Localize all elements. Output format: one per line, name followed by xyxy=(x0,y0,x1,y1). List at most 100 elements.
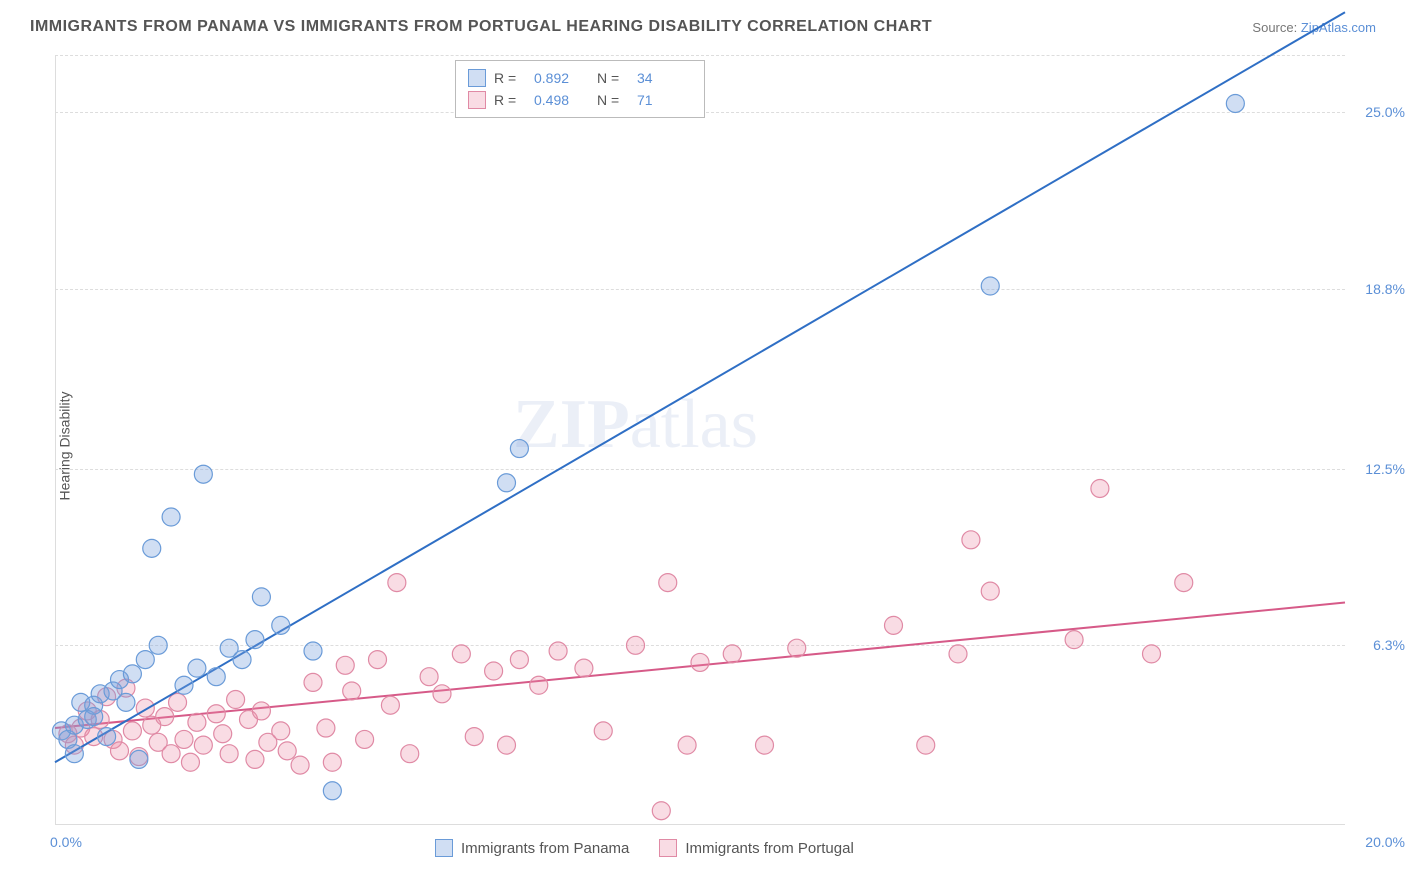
data-point-portugal xyxy=(162,745,180,763)
source-link[interactable]: ZipAtlas.com xyxy=(1301,20,1376,35)
data-point-portugal xyxy=(691,653,709,671)
r-value: 0.892 xyxy=(534,67,589,89)
data-point-portugal xyxy=(388,574,406,592)
data-point-portugal xyxy=(575,659,593,677)
data-point-portugal xyxy=(723,645,741,663)
data-point-portugal xyxy=(510,651,528,669)
legend-swatch xyxy=(468,91,486,109)
x-tick-label: 20.0% xyxy=(1365,834,1405,850)
y-tick-label: 18.8% xyxy=(1365,281,1405,297)
data-point-portugal xyxy=(949,645,967,663)
data-point-portugal xyxy=(304,673,322,691)
data-point-portugal xyxy=(788,639,806,657)
series-legend-item-portugal: Immigrants from Portugal xyxy=(659,839,853,857)
data-point-portugal xyxy=(252,702,270,720)
data-point-portugal xyxy=(756,736,774,754)
data-point-portugal xyxy=(214,725,232,743)
data-point-panama xyxy=(98,728,116,746)
data-point-portugal xyxy=(885,616,903,634)
y-tick-label: 25.0% xyxy=(1365,104,1405,120)
data-point-portugal xyxy=(917,736,935,754)
r-label: R = xyxy=(494,67,526,89)
source-attribution: Source: ZipAtlas.com xyxy=(1252,20,1376,35)
data-point-portugal xyxy=(343,682,361,700)
series-name: Immigrants from Panama xyxy=(461,840,629,857)
legend-row-portugal: R =0.498N =71 xyxy=(468,89,692,111)
data-point-panama xyxy=(272,616,290,634)
data-point-portugal xyxy=(181,753,199,771)
legend-swatch xyxy=(659,839,677,857)
data-point-panama xyxy=(149,636,167,654)
data-point-portugal xyxy=(549,642,567,660)
data-point-portugal xyxy=(678,736,696,754)
data-point-portugal xyxy=(207,705,225,723)
data-point-portugal xyxy=(381,696,399,714)
data-point-portugal xyxy=(1143,645,1161,663)
data-point-panama xyxy=(323,782,341,800)
data-point-portugal xyxy=(194,736,212,754)
data-point-panama xyxy=(143,539,161,557)
plot-area: ZIPatlas R =0.892N =34R =0.498N =71 6.3%… xyxy=(55,55,1345,825)
data-point-portugal xyxy=(452,645,470,663)
data-point-portugal xyxy=(420,668,438,686)
data-point-portugal xyxy=(317,719,335,737)
legend-row-panama: R = 0.892 N = 34 xyxy=(468,67,692,89)
data-point-portugal xyxy=(175,730,193,748)
data-point-portugal xyxy=(981,582,999,600)
data-point-portugal xyxy=(227,691,245,709)
data-point-portugal xyxy=(659,574,677,592)
data-point-panama xyxy=(207,668,225,686)
data-point-portugal xyxy=(962,531,980,549)
data-point-portugal xyxy=(1175,574,1193,592)
x-tick-label: 0.0% xyxy=(50,834,82,850)
n-label: N = xyxy=(597,89,629,111)
series-name: Immigrants from Portugal xyxy=(685,840,853,857)
data-point-portugal xyxy=(627,636,645,654)
data-point-portugal xyxy=(401,745,419,763)
data-point-portugal xyxy=(594,722,612,740)
legend-swatch xyxy=(435,839,453,857)
data-point-panama xyxy=(162,508,180,526)
data-point-portugal xyxy=(465,728,483,746)
data-point-portugal xyxy=(278,742,296,760)
y-tick-label: 6.3% xyxy=(1373,637,1405,653)
data-point-portugal xyxy=(356,730,374,748)
data-point-portugal xyxy=(530,676,548,694)
data-point-panama xyxy=(233,651,251,669)
data-point-panama xyxy=(1226,94,1244,112)
data-point-panama xyxy=(117,693,135,711)
n-label: N = xyxy=(597,67,629,89)
data-point-portugal xyxy=(1091,479,1109,497)
data-point-portugal xyxy=(188,713,206,731)
data-point-portugal xyxy=(272,722,290,740)
data-point-panama xyxy=(85,708,103,726)
data-point-portugal xyxy=(246,750,264,768)
source-label: Source: xyxy=(1252,20,1297,35)
correlation-legend: R =0.892N =34R =0.498N =71 xyxy=(455,60,705,118)
data-point-panama xyxy=(252,588,270,606)
r-label: R = xyxy=(494,89,526,111)
data-point-panama xyxy=(510,440,528,458)
series-legend-item-panama: Immigrants from Panama xyxy=(435,839,629,857)
data-point-portugal xyxy=(220,745,238,763)
data-point-portugal xyxy=(336,656,354,674)
data-point-panama xyxy=(194,465,212,483)
data-point-panama xyxy=(246,631,264,649)
data-point-portugal xyxy=(652,802,670,820)
y-tick-label: 12.5% xyxy=(1365,461,1405,477)
data-point-portugal xyxy=(169,693,187,711)
data-point-portugal xyxy=(369,651,387,669)
legend-swatch xyxy=(468,69,486,87)
data-point-panama xyxy=(65,745,83,763)
data-point-portugal xyxy=(1065,631,1083,649)
chart-title: IMMIGRANTS FROM PANAMA VS IMMIGRANTS FRO… xyxy=(30,18,932,36)
data-point-panama xyxy=(123,665,141,683)
r-value: 0.498 xyxy=(534,89,589,111)
data-point-panama xyxy=(981,277,999,295)
data-point-portugal xyxy=(498,736,516,754)
data-point-panama xyxy=(136,651,154,669)
data-point-portugal xyxy=(485,662,503,680)
series-legend: Immigrants from Panama Immigrants from Po… xyxy=(435,839,854,857)
n-value: 34 xyxy=(637,67,692,89)
data-point-portugal xyxy=(433,685,451,703)
